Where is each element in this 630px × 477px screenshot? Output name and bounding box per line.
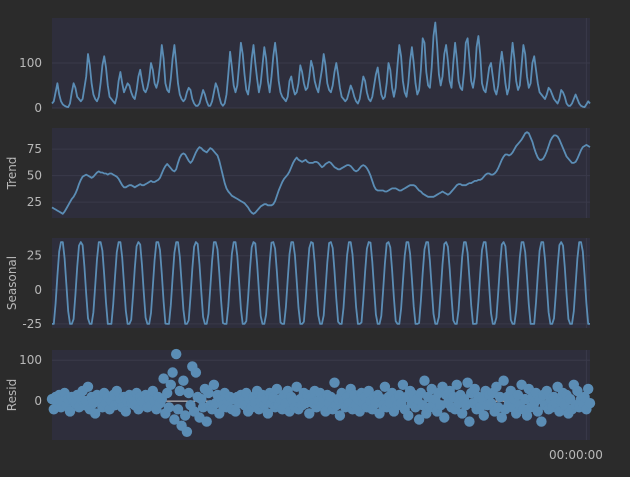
resid-point	[329, 377, 340, 388]
resid-point	[583, 383, 594, 395]
resid-point	[262, 408, 274, 419]
y-tick-label-resid: 0	[34, 394, 42, 408]
resid-point	[291, 381, 302, 392]
resid-point	[120, 406, 131, 417]
resid-point	[190, 367, 202, 378]
resid-point	[230, 406, 241, 417]
resid-point	[214, 408, 225, 419]
resid-point	[464, 416, 475, 427]
resid-point	[181, 426, 193, 437]
resid-point	[572, 385, 583, 397]
y-axis-label-resid: Resid	[5, 379, 19, 411]
resid-point	[397, 379, 409, 390]
resid-point	[536, 416, 547, 427]
resid-point	[180, 410, 191, 421]
y-axis-label-seasonal: Seasonal	[5, 256, 19, 310]
resid-point	[374, 408, 385, 419]
resid-point	[90, 408, 101, 419]
resid-point	[496, 412, 507, 423]
y-tick-label-seasonal: 0	[34, 283, 42, 297]
resid-point	[413, 414, 425, 425]
panel-trend: 25 50 75 Trend	[5, 128, 591, 218]
resid-point	[457, 408, 468, 419]
resid-point	[171, 348, 182, 360]
resid-point	[521, 410, 533, 421]
resid-point	[469, 383, 480, 395]
resid-point	[451, 379, 462, 390]
resid-point	[478, 410, 489, 421]
resid-point	[541, 385, 552, 397]
y-tick-label-trend: 75	[27, 142, 42, 156]
x-tick-label-end: 00:00:00	[549, 448, 603, 462]
resid-point	[494, 391, 506, 403]
series-line-observed	[51, 21, 591, 108]
axes-background-trend	[52, 128, 590, 218]
y-tick-label-resid: 100	[19, 353, 42, 367]
series-line-trend	[51, 131, 591, 215]
resid-point	[172, 404, 184, 415]
resid-point	[162, 387, 173, 399]
resid-point	[163, 402, 175, 413]
resid-point	[498, 375, 509, 386]
resid-point	[584, 398, 596, 409]
y-tick-label-observed: 100	[19, 56, 42, 70]
resid-point	[532, 406, 543, 417]
resid-point	[158, 373, 169, 384]
resid-point	[271, 383, 283, 395]
resid-point	[169, 414, 180, 425]
resid-point	[208, 379, 220, 390]
resid-point	[178, 375, 189, 386]
resid-point	[462, 377, 473, 388]
resid-point	[203, 387, 214, 399]
panel-seasonal: -25 0 25 Seasonal	[5, 238, 590, 331]
resid-point	[379, 381, 391, 392]
y-axis-label-trend: Trend	[5, 157, 19, 191]
axes-background-seasonal	[52, 238, 590, 328]
resid-point	[165, 379, 176, 390]
y-tick-label-observed: 0	[34, 101, 42, 115]
resid-point	[491, 381, 502, 392]
resid-point	[334, 410, 346, 421]
resid-point	[403, 410, 414, 421]
resid-point	[174, 385, 185, 397]
resid-point	[439, 412, 450, 423]
y-tick-label-seasonal: 25	[27, 249, 42, 263]
y-tick-label-trend: 25	[27, 195, 42, 209]
resid-point	[111, 385, 123, 397]
resid-point	[419, 375, 430, 386]
resid-point	[304, 408, 315, 419]
series-line-seasonal	[52, 241, 590, 325]
resid-point	[82, 381, 94, 392]
resid-point	[183, 387, 194, 399]
y-tick-label-trend: 50	[27, 169, 42, 183]
resid-point	[201, 416, 212, 427]
y-tick-label-seasonal: -25	[22, 317, 42, 331]
resid-point	[167, 367, 178, 378]
panel-observed: 0 100	[19, 18, 591, 115]
resid-point	[64, 406, 76, 417]
resid-point	[196, 393, 207, 405]
